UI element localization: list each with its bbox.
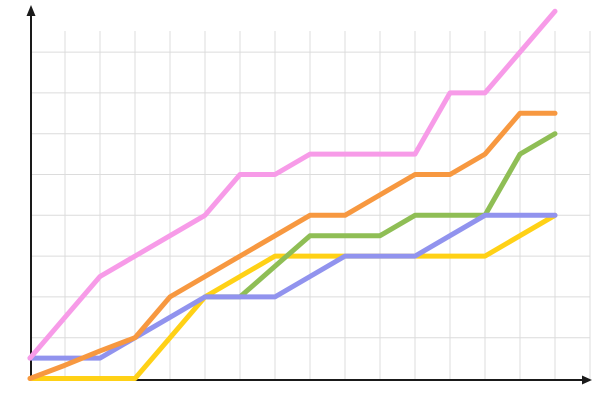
x-axis-arrow-icon xyxy=(582,375,592,385)
series-pink-line xyxy=(27,8,558,361)
axes xyxy=(26,5,592,385)
series-lines xyxy=(27,8,558,381)
gridlines xyxy=(31,31,591,379)
series-blue-line xyxy=(27,212,558,361)
series-green-line xyxy=(202,131,558,300)
series-yellow-line xyxy=(27,212,558,381)
series-orange-line xyxy=(27,110,558,381)
y-axis-arrow-icon xyxy=(26,5,36,16)
